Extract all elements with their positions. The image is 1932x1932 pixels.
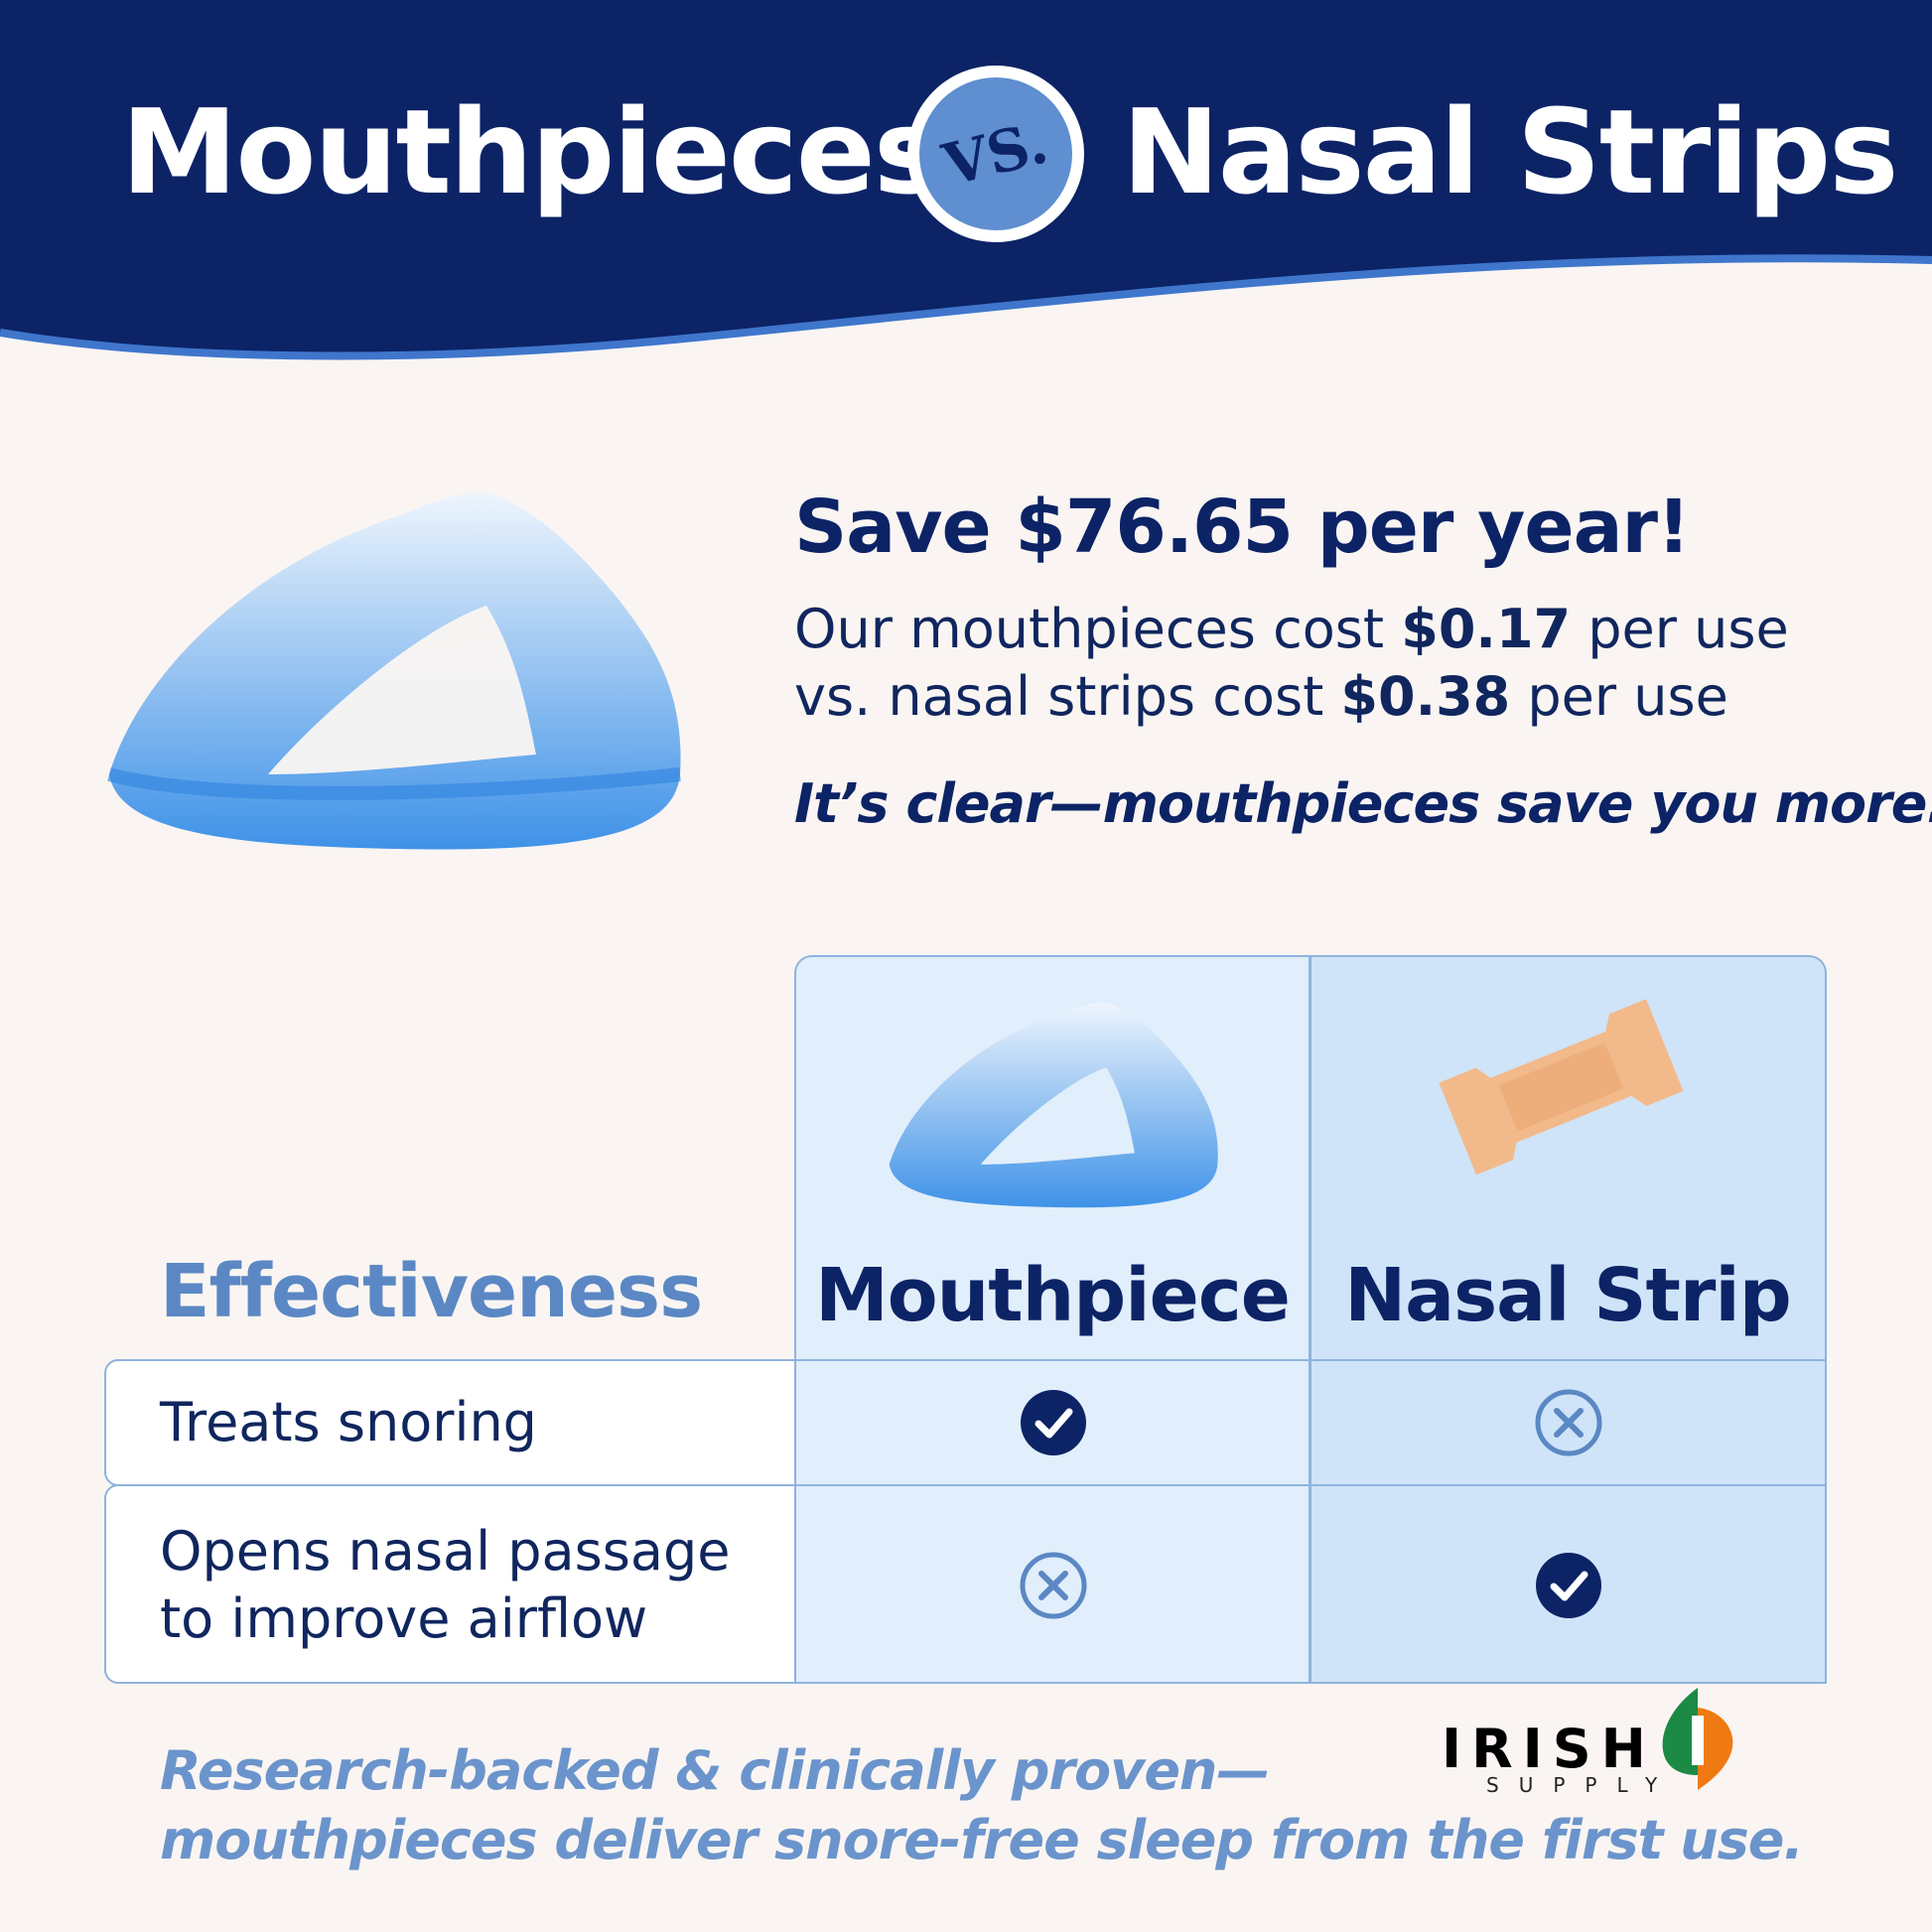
vs-badge: VS. (907, 66, 1084, 242)
row-divider (794, 1484, 1827, 1486)
row-divider (794, 1359, 1827, 1361)
cross-icon (1535, 1389, 1602, 1456)
column-header-nasal-strip: Nasal Strip (1344, 1253, 1791, 1338)
effectiveness-heading: Effectiveness (160, 1249, 703, 1334)
vs-label: VS. (936, 108, 1055, 200)
savings-headline: Save $76.65 per year! (794, 484, 1691, 570)
cross-icon (1020, 1552, 1087, 1619)
cost-line-mouthpiece: Our mouthpieces cost $0.17 per use (794, 598, 1789, 660)
nasal-strip-image (1439, 999, 1684, 1175)
check-icon (1536, 1553, 1601, 1618)
check-icon (1021, 1390, 1086, 1455)
row-label-treats-snoring: Treats snoring (104, 1359, 796, 1486)
mouthpiece-thumbnail (889, 1002, 1218, 1208)
title-mouthpieces: Mouthpieces (121, 83, 943, 220)
savings-tagline: It’s clear—mouthpieces save you more. (794, 772, 1932, 835)
irish-supply-logo: IRISH SUPPLY (1442, 1686, 1739, 1797)
row-label-opens-nasal-passage: Opens nasal passage to improve airflow (104, 1484, 796, 1684)
footer-line-2: mouthpieces deliver snore-free sleep fro… (160, 1809, 1804, 1871)
title-nasal-strips: Nasal Strips (1122, 83, 1899, 220)
mouthpiece-image (107, 492, 681, 850)
footer-line-1: Research-backed & clinically proven— (160, 1739, 1270, 1802)
cost-line-nasal: vs. nasal strips cost $0.38 per use (794, 665, 1728, 728)
column-header-mouthpiece: Mouthpiece (815, 1253, 1291, 1338)
